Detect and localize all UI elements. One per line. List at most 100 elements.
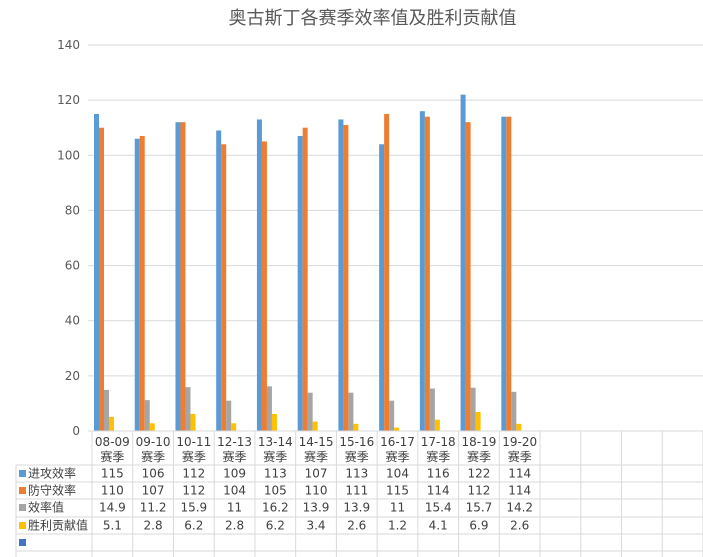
data-label: 15.4 [425,501,452,515]
y-tick-label: 20 [65,369,80,383]
data-label: 109 [223,467,246,481]
data-label: 115 [101,467,124,481]
bar-进攻效率-7 [379,144,385,431]
data-label: 2.8 [225,519,244,533]
x-tick-label: 10-11 [176,435,211,449]
bar-效率值-5 [307,392,313,431]
legend-key [19,470,26,477]
data-label: 5.1 [103,519,122,533]
bar-胜利贡献值-4 [271,413,277,431]
bar-防守效率-4 [261,141,267,431]
bar-胜利贡献值-7 [394,427,400,431]
bar-防守效率-0 [99,127,104,431]
bar-进攻效率-2 [175,122,181,431]
bar-胜利贡献值-5 [312,421,318,431]
bar-进攻效率-10 [501,116,507,431]
bar-效率值-7 [389,400,395,431]
bar-进攻效率-0 [94,113,99,431]
x-tick-label: 赛季 [100,449,124,464]
y-tick-label: 40 [65,314,80,328]
bar-胜利贡献值-0 [109,416,114,431]
data-label: 14.2 [506,501,533,515]
data-label: 16.2 [262,501,289,515]
y-tick-label: 140 [57,38,80,52]
x-tick-label: 赛季 [385,449,409,464]
data-label: 6.9 [469,519,488,533]
bar-防守效率-5 [302,127,308,431]
x-tick-label: 15-16 [339,435,374,449]
data-label: 2.8 [144,519,163,533]
bar-进攻效率-3 [216,130,222,431]
data-label: 1.2 [388,519,407,533]
bar-胜利贡献值-3 [231,423,237,431]
chart-title: 奥古斯丁各赛季效率值及胜利贡献值 [228,8,517,29]
bar-胜利贡献值-6 [353,423,359,431]
data-label: 115 [386,484,409,498]
legend-key [19,539,26,546]
data-label: 114 [508,467,531,481]
x-tick-label: 赛季 [467,449,491,464]
legend-label: 防守效率 [28,483,76,498]
data-label: 112 [182,467,205,481]
x-tick-label: 赛季 [345,449,369,464]
data-label: 13.9 [343,501,370,515]
x-tick-label: 08-09 [95,435,130,449]
bar-效率值-4 [266,386,272,431]
x-tick-label: 赛季 [182,449,206,464]
x-tick-label: 14-15 [299,435,334,449]
data-label: 6.2 [266,519,285,533]
x-tick-label: 17-18 [421,435,456,449]
data-label: 15.9 [180,501,207,515]
x-tick-label: 赛季 [263,449,287,464]
x-tick-label: 12-13 [217,435,252,449]
data-label: 4.1 [429,519,448,533]
data-label: 11.2 [140,501,167,515]
x-tick-label: 18-19 [462,435,497,449]
data-label: 113 [345,467,368,481]
bar-进攻效率-4 [256,119,262,431]
data-label: 104 [223,484,246,498]
bar-进攻效率-1 [134,138,140,431]
bar-效率值-8 [429,388,435,431]
bar-效率值-9 [470,387,476,431]
data-label: 11 [227,501,242,515]
data-label: 104 [386,467,409,481]
bar-防守效率-9 [465,122,471,431]
data-label: 11 [390,501,405,515]
data-label: 14.9 [99,501,126,515]
x-tick-label: 13-14 [258,435,293,449]
legend-key [19,522,26,529]
y-tick-label: 0 [72,424,80,438]
bar-防守效率-3 [221,144,227,431]
data-label: 105 [264,484,287,498]
x-tick-label: 赛季 [426,449,450,464]
y-tick-label: 80 [65,203,80,217]
bar-胜利贡献值-1 [149,423,155,431]
x-tick-label: 赛季 [304,449,328,464]
legend-label: 胜利贡献值 [28,518,88,533]
bar-效率值-10 [511,391,517,431]
bar-防守效率-7 [384,113,390,431]
bar-效率值-1 [144,400,150,431]
data-label: 111 [345,484,368,498]
legend-key [19,487,26,494]
data-label: 116 [427,467,450,481]
bar-防守效率-2 [180,122,186,431]
y-tick-label: 60 [65,259,80,273]
data-label: 110 [305,484,328,498]
data-label: 106 [142,467,165,481]
data-label: 15.7 [466,501,493,515]
x-tick-label: 赛季 [141,449,165,464]
bar-进攻效率-8 [419,111,425,432]
x-tick-label: 16-17 [380,435,415,449]
bar-胜利贡献值-10 [516,423,522,431]
data-label: 113 [264,467,287,481]
legend-label: 进攻效率 [28,466,76,481]
bar-防守效率-6 [343,124,349,431]
data-label: 114 [427,484,450,498]
bar-胜利贡献值-2 [190,413,196,431]
data-label: 107 [305,467,328,481]
bar-效率值-0 [104,389,109,431]
bar-进攻效率-6 [338,119,344,431]
